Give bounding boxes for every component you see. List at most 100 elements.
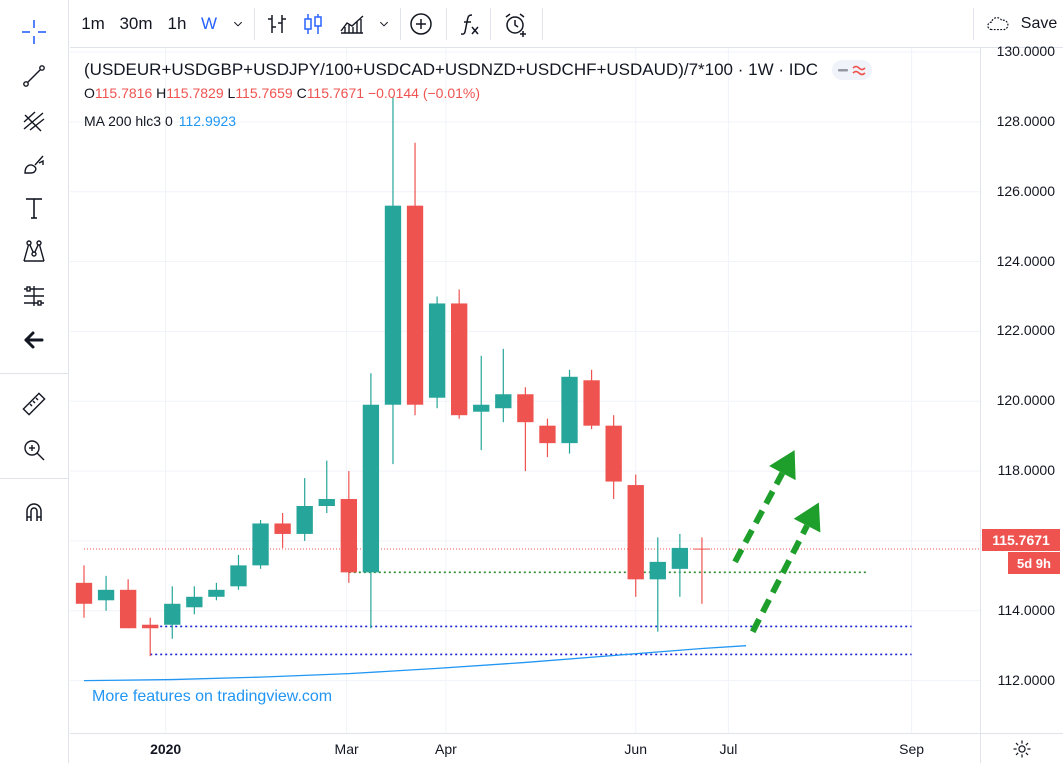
ohlc-values: O115.7816 H115.7829 L115.7659 C115.7671 … [84,85,872,101]
candle-body [186,596,203,608]
price-axis-label: 120.0000 [996,392,1055,409]
toolbar-divider [973,8,974,40]
compare-button[interactable] [404,0,438,48]
toolbar-divider [0,478,69,479]
candle-body [97,589,115,601]
candle-body [274,523,291,534]
plus-circle-icon [410,13,432,35]
price-chart[interactable] [70,48,980,733]
toolbar-divider [254,8,255,40]
interval-dropdown[interactable] [226,0,250,48]
candle-body [318,499,335,506]
crosshair-icon [22,20,46,44]
chart-area[interactable] [70,48,980,733]
price-axis[interactable]: 130.0000 128.0000 126.0000 124.0000 122.0000… [980,43,1063,733]
save-label: Save [1020,15,1058,32]
low-label: L [227,85,236,101]
trend-arrow-head [769,450,796,481]
candle-body [671,547,689,569]
change-value: −0.0144 (−0.01%) [367,85,481,101]
high-value: 115.7829 [166,85,224,101]
open-label: O [84,85,95,101]
symbol-title[interactable]: (USDEUR+USDGBP+USDJPY/100+USDCAD+USDNZD+… [84,60,873,80]
time-axis-label: Jul [719,741,738,757]
chart-type-dropdown[interactable] [372,0,396,48]
open-value: 115.7816 [94,85,153,101]
candle-body [451,303,468,416]
area-style-button[interactable] [334,0,370,48]
top-toolbar: 1m 30m 1h W Save [70,0,1063,48]
indicators-button[interactable] [452,0,486,48]
toolbar-divider [542,8,543,40]
interval-weekly[interactable]: W [200,14,218,33]
pattern-tool[interactable] [14,234,54,270]
bars-icon [268,15,286,33]
tradingview-watermark-link[interactable]: More features on tradingview.com [92,688,333,705]
text-tool[interactable] [14,190,54,226]
candle-body [649,561,666,580]
interval-1h[interactable]: 1h [167,14,187,33]
bar-style-button[interactable] [260,0,294,48]
candle-body [605,425,622,482]
candle-body [208,589,225,597]
moving-average-line [83,645,747,682]
price-axis-label: 130.0000 [996,43,1055,59]
toolbar-divider [446,8,447,40]
zoom-in-icon [24,440,45,461]
left-toolbar [0,0,69,763]
legend-toggle[interactable] [832,60,873,80]
time-axis-label: Apr [435,741,457,757]
time-axis[interactable]: 2020 Mar Apr Jun Jul Sep [70,733,980,763]
text-icon [26,198,42,219]
price-axis-label: 122.0000 [996,322,1055,339]
price-axis-label: 114.0000 [997,601,1055,618]
magnet-icon [26,503,42,521]
ruler-icon [22,392,46,416]
brush-tool[interactable] [14,146,54,182]
time-axis-label: 2020 [150,741,182,757]
time-axis-label: Sep [899,741,925,757]
magnet-tool[interactable] [14,494,54,530]
trend-line-icon [23,65,45,87]
wave-icon [852,65,866,76]
candle-body [517,394,534,423]
time-axis-label: Mar [334,741,359,757]
trend-arrow-shaft [732,471,786,564]
candle-body [627,485,644,580]
area-chart-icon [340,15,364,34]
candle-style-button[interactable] [296,0,330,48]
interval-30m[interactable]: 30m [119,14,153,33]
candle-body [473,404,490,412]
price-axis-label: 124.0000 [996,252,1055,269]
interval-1m[interactable]: 1m [81,14,105,33]
candle-body [583,380,600,426]
low-value: 115.7659 [235,85,293,101]
trend-arrow-shaft [750,524,810,634]
alarm-clock-icon [505,13,526,37]
candle-body [495,394,512,409]
ma-value: 112.9923 [178,113,237,129]
ma-legend[interactable]: MA 200 hlc3 0 112.9923 [84,113,872,129]
trend-line-tool[interactable] [14,58,54,94]
prediction-tool[interactable] [14,278,54,314]
chart-legend: (USDEUR+USDGBP+USDJPY/100+USDCAD+USDNZD+… [84,60,873,129]
crosshair-tool[interactable] [14,14,54,50]
hide-toolbar-button[interactable] [14,322,54,358]
toolbar-divider [0,373,69,374]
chart-settings-button[interactable] [980,733,1063,763]
save-button[interactable]: Save [978,0,1062,48]
current-price-label: 115.7671 [982,529,1060,551]
close-value: 115.7671 [306,85,365,101]
zoom-tool[interactable] [14,432,54,468]
chevron-down-icon [379,21,389,27]
pattern-icon [23,240,45,262]
candle-body [384,205,402,405]
measure-tool[interactable] [14,386,54,422]
candle-body [406,205,424,405]
price-axis-label: 126.0000 [996,182,1055,199]
arrow-left-icon [24,331,44,349]
alert-button[interactable] [498,0,534,48]
candle-body [142,624,159,629]
fib-tool[interactable] [14,102,54,138]
function-icon [460,14,479,35]
